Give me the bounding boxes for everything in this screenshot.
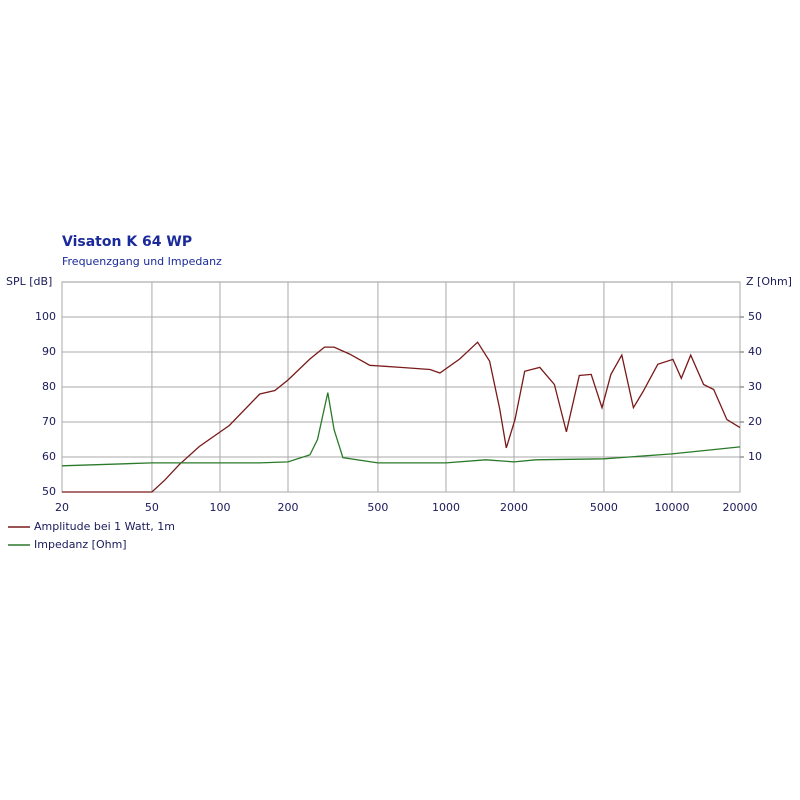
y2-tick-label: 30: [748, 380, 762, 393]
y-tick-label: 80: [42, 380, 56, 393]
y-tick-label: 90: [42, 345, 56, 358]
y-tick-label: 70: [42, 415, 56, 428]
y2-axis-label: Z [Ohm]: [746, 275, 792, 288]
chart-subtitle: Frequenzgang und Impedanz: [62, 255, 222, 268]
chart-title: Visaton K 64 WP: [62, 234, 192, 250]
x-tick-label: 100: [209, 501, 230, 514]
series-line: [62, 341, 741, 493]
x-tick-label: 10000: [654, 501, 689, 514]
y2-tick-label: 50: [748, 310, 762, 323]
y2-tick-label: 40: [748, 345, 762, 358]
series-line: [61, 392, 741, 467]
x-tick-label: 5000: [590, 501, 618, 514]
x-tick-label: 20: [55, 501, 69, 514]
x-tick-label: 200: [278, 501, 299, 514]
y2-tick-label: 20: [748, 415, 762, 428]
x-tick-label: 1000: [432, 501, 460, 514]
y2-tick-label: 10: [748, 450, 762, 463]
x-tick-label: 500: [367, 501, 388, 514]
x-tick-label: 2000: [500, 501, 528, 514]
x-tick-label: 20000: [723, 501, 758, 514]
y-tick-label: 50: [42, 485, 56, 498]
legend-label: Amplitude bei 1 Watt, 1m: [34, 520, 175, 533]
y-axis-label: SPL [dB]: [6, 275, 52, 288]
x-tick-label: 50: [145, 501, 159, 514]
y-tick-label: 60: [42, 450, 56, 463]
y-tick-label: 100: [35, 310, 56, 323]
legend-label: Impedanz [Ohm]: [34, 538, 127, 551]
